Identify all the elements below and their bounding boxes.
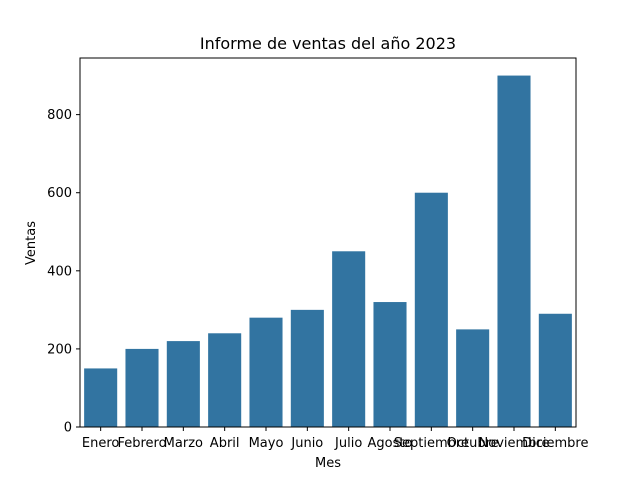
x-tick-label: Abril <box>210 436 240 451</box>
x-tick-label: Agosto <box>368 436 413 451</box>
x-axis-label: Mes <box>315 456 341 471</box>
y-axis-label: Ventas <box>24 221 39 265</box>
x-tick-label: Septiembre <box>394 436 469 451</box>
plot-frame <box>79 57 577 428</box>
y-tick-label: 0 <box>64 421 72 436</box>
y-tick-label: 600 <box>47 186 72 201</box>
bar-septiembre <box>414 192 448 427</box>
x-tick-label: Julio <box>334 436 362 451</box>
bar-abril <box>208 333 242 427</box>
bar-junio <box>290 309 324 427</box>
chart-title: Informe de ventas del año 2023 <box>200 34 456 53</box>
y-tick-label: 400 <box>47 264 72 279</box>
bars-group <box>84 75 572 428</box>
x-tick-label: Mayo <box>249 436 284 451</box>
bar-marzo <box>166 341 200 427</box>
x-tick-label: Enero <box>82 436 120 451</box>
y-ticks: 0 200 400 600 800 <box>47 108 80 436</box>
bar-diciembre <box>538 313 572 427</box>
y-tick-label: 800 <box>47 108 72 123</box>
x-tick-label: Noviembre <box>479 436 550 451</box>
bar-julio <box>332 251 366 427</box>
y-tick-label: 200 <box>47 342 72 357</box>
x-tick-label: Octubre <box>447 436 499 451</box>
x-tick-label: Diciembre <box>522 436 588 451</box>
bar-agosto <box>373 302 407 427</box>
bar-octubre <box>456 329 490 427</box>
bar-enero <box>84 368 118 427</box>
x-tick-label: Marzo <box>164 436 203 451</box>
x-tick-label: Febrero <box>117 436 166 451</box>
x-tick-label: Junio <box>290 436 323 451</box>
bar-febrero <box>125 348 159 427</box>
bar-mayo <box>249 317 283 427</box>
bar-noviembre <box>497 75 531 428</box>
